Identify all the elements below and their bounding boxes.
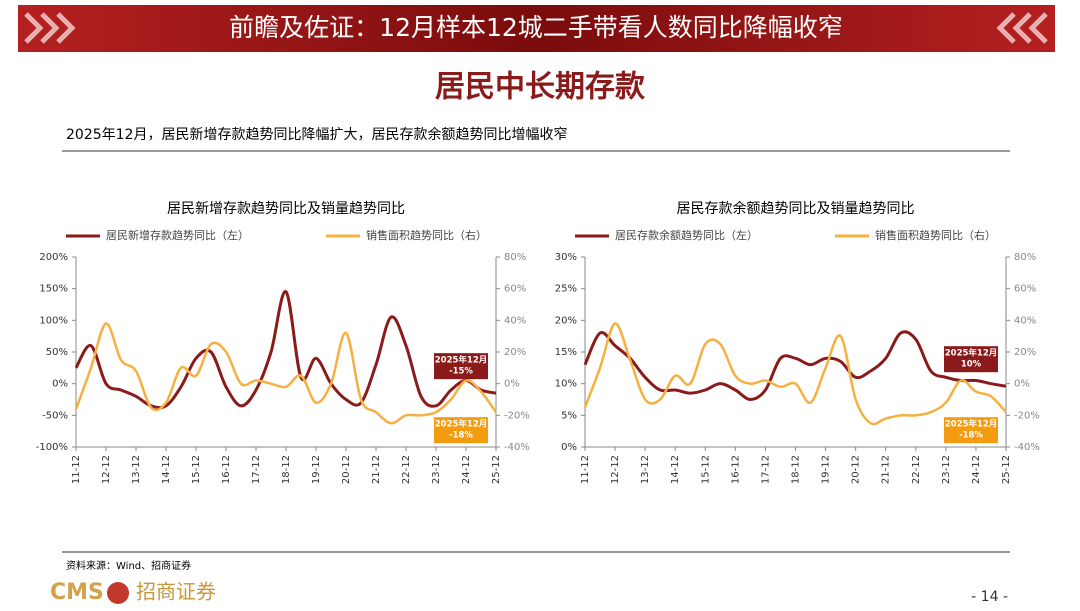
series-line: [583, 330, 1007, 402]
y2-tick-label: 60%: [504, 284, 526, 295]
y-tick-label: 30%: [555, 252, 577, 263]
annotation-text: 10%: [961, 360, 982, 370]
x-tick-label: 20-12: [341, 455, 352, 484]
y-tick-label: 25%: [555, 284, 577, 295]
y2-tick-label: 80%: [1014, 252, 1036, 263]
y-tick-label: -50%: [42, 410, 68, 421]
series-line: [74, 290, 497, 410]
annotation-box: [434, 353, 488, 380]
logo: CMS: [50, 580, 104, 605]
y-tick-label: 50%: [46, 347, 68, 358]
legend-label: 销售面积趋势同比（右）: [875, 228, 996, 242]
x-tick-label: 25-12: [491, 455, 502, 484]
annotation-text: 2025年12月: [435, 419, 488, 430]
x-tick-label: 24-12: [971, 455, 982, 484]
y2-tick-label: -40%: [504, 442, 530, 453]
series-line: [583, 322, 1007, 426]
y-tick-label: 100%: [39, 315, 68, 326]
note: 2025年12月，居民新增存款趋势同比降幅扩大，居民存款余额趋势同比增幅收窄: [66, 126, 567, 143]
annotation-text: 2025年12月: [945, 348, 998, 359]
chart-title: 居民新增存款趋势同比及销量趋势同比: [167, 201, 405, 217]
y-tick-label: 0%: [52, 379, 68, 390]
y-tick-label: 5%: [561, 410, 577, 421]
annotation-box: [944, 417, 998, 444]
x-tick-label: 12-12: [610, 455, 621, 484]
source: 资料来源：Wind、招商证券: [66, 559, 191, 572]
y2-tick-label: 20%: [504, 347, 526, 358]
x-tick-label: 17-12: [251, 455, 262, 484]
y2-tick-label: 0%: [1014, 379, 1030, 390]
x-tick-label: 15-12: [191, 455, 202, 484]
x-tick-label: 20-12: [851, 455, 862, 484]
annotation-text: -18%: [449, 431, 473, 441]
annotation-text: -15%: [449, 367, 473, 377]
y2-tick-label: 40%: [1014, 315, 1036, 326]
y2-tick-label: 20%: [1014, 347, 1036, 358]
annotation-text: 2025年12月: [945, 419, 998, 430]
y2-tick-label: -20%: [1014, 410, 1040, 421]
chevrons: [24, 12, 1048, 44]
x-tick-label: 23-12: [941, 455, 952, 484]
annotation-box: [944, 346, 998, 373]
title-banner: [18, 5, 1055, 52]
legend-label: 居民存款余额趋势同比（左）: [615, 228, 758, 242]
x-tick-label: 15-12: [700, 455, 711, 484]
x-tick-label: 22-12: [401, 455, 412, 484]
series-line: [74, 322, 498, 425]
x-tick-label: 24-12: [461, 455, 472, 484]
x-tick-label: 16-12: [221, 455, 232, 484]
y-tick-label: 10%: [555, 379, 577, 390]
annotation-text: -18%: [959, 431, 983, 441]
x-tick-label: 13-12: [131, 455, 142, 484]
chart-title: 居民存款余额趋势同比及销量趋势同比: [677, 200, 915, 217]
x-tick-label: 21-12: [881, 455, 892, 484]
y2-tick-label: -40%: [1014, 442, 1040, 453]
y2-tick-label: 0%: [504, 379, 520, 390]
brand: 招商证券: [136, 580, 216, 604]
page-number: - 14 -: [971, 589, 1008, 605]
x-tick-label: 19-12: [311, 455, 322, 484]
x-tick-label: 19-12: [821, 455, 832, 484]
x-tick-label: 23-12: [431, 455, 442, 484]
x-tick-label: 22-12: [911, 455, 922, 484]
x-tick-label: 18-12: [281, 455, 292, 484]
x-tick-label: 12-12: [101, 455, 112, 484]
y-tick-label: -100%: [36, 442, 68, 453]
x-tick-label: 16-12: [730, 455, 741, 484]
legend-label: 居民新增存款趋势同比（左）: [106, 228, 249, 242]
y2-tick-label: 60%: [1014, 284, 1036, 295]
x-tick-label: 17-12: [760, 455, 771, 484]
slide-title: 前瞻及佐证：12月样本12城二手带看人数同比降幅收窄: [229, 13, 843, 42]
y2-tick-label: -20%: [504, 410, 530, 421]
y-tick-label: 150%: [39, 284, 68, 295]
x-tick-label: 11-12: [71, 455, 82, 484]
legend-label: 销售面积趋势同比（右）: [366, 228, 487, 242]
x-tick-label: 18-12: [791, 455, 802, 484]
y-tick-label: 20%: [555, 315, 577, 326]
x-tick-label: 11-12: [580, 455, 591, 484]
x-tick-label: 25-12: [1001, 455, 1012, 484]
x-tick-label: 14-12: [161, 455, 172, 484]
x-tick-label: 14-12: [670, 455, 681, 484]
y2-tick-label: 80%: [504, 252, 526, 263]
y2-tick-label: 40%: [504, 315, 526, 326]
y-tick-label: 0%: [561, 442, 577, 453]
annotation-text: 2025年12月: [435, 355, 488, 366]
logo-mark: [107, 582, 129, 604]
x-tick-label: 21-12: [371, 455, 382, 484]
y-tick-label: 15%: [555, 347, 577, 358]
slide-subtitle: 居民中长期存款: [435, 70, 646, 105]
annotation-box: [434, 417, 488, 444]
x-tick-label: 13-12: [640, 455, 651, 484]
y-tick-label: 200%: [39, 252, 68, 263]
